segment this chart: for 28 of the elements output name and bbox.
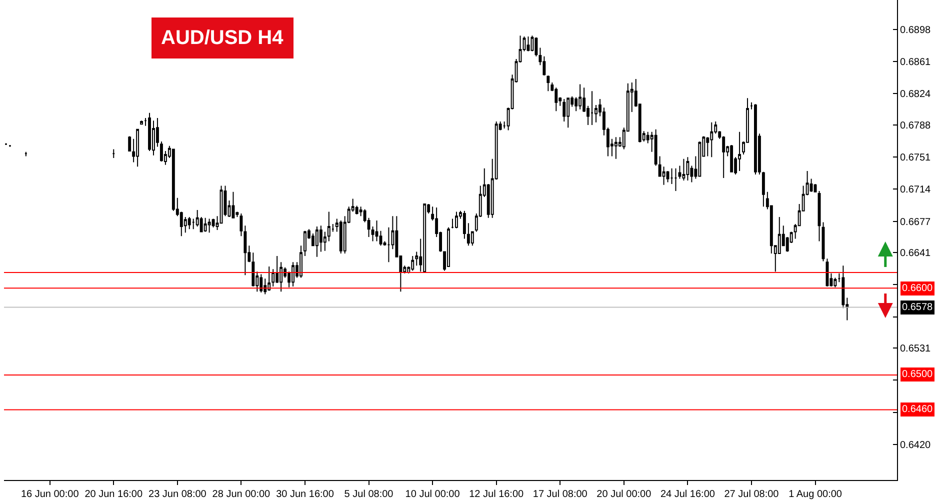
x-tick-label: 16 Jun 00:00 bbox=[20, 489, 80, 500]
text: AUD/USD H4 bbox=[161, 27, 284, 49]
x-tick-label: 10 Jul 00:00 bbox=[405, 489, 460, 500]
x-tick-label: 5 Jul 08:00 bbox=[344, 489, 394, 500]
y-tick-label: 0.6824 bbox=[900, 89, 932, 100]
x-tick-label: 12 Jul 16:00 bbox=[469, 489, 524, 500]
x-tick-label: 30 Jun 16:00 bbox=[276, 489, 334, 500]
y-tick-label: 0.6714 bbox=[900, 184, 932, 196]
x-tick-label: 1 Aug 00:00 bbox=[788, 489, 842, 500]
y-tick-label: 0.6531 bbox=[900, 344, 932, 355]
x-tick-label: 20 Jun 16:00 bbox=[84, 489, 143, 500]
x-tick-label: 24 Jul 16:00 bbox=[660, 489, 716, 500]
x-tick-label: 23 Jun 08:00 bbox=[148, 489, 207, 500]
y-tick-label: 0.6788 bbox=[900, 120, 932, 132]
y-tick-label: 0.6898 bbox=[900, 25, 932, 36]
ref-line-label: 0.6600 bbox=[902, 283, 934, 294]
y-tick-label: 0.6677 bbox=[900, 216, 932, 228]
y-tick-label: 0.6420 bbox=[900, 440, 932, 451]
ref-line-label: 0.6460 bbox=[902, 404, 934, 415]
x-tick-label: 20 Jul 00:00 bbox=[596, 489, 652, 500]
y-tick-label: 0.6751 bbox=[900, 152, 932, 164]
x-tick-label: 27 Jul 08:00 bbox=[724, 489, 780, 500]
ref-line-label: 0.6500 bbox=[902, 369, 934, 380]
y-tick-label: 0.6641 bbox=[900, 248, 932, 260]
ref-line-label: 0.6578 bbox=[902, 302, 934, 313]
x-tick-label: 17 Jul 08:00 bbox=[532, 489, 588, 500]
y-tick-label: 0.6861 bbox=[900, 57, 932, 68]
x-tick-label: 28 Jun 00:00 bbox=[212, 489, 271, 500]
